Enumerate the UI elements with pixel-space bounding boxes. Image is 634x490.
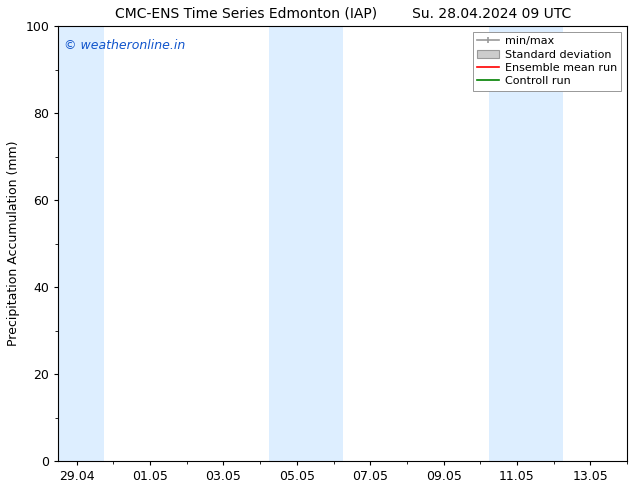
Title: CMC-ENS Time Series Edmonton (IAP)        Su. 28.04.2024 09 UTC: CMC-ENS Time Series Edmonton (IAP) Su. 2… [115, 7, 571, 21]
Y-axis label: Precipitation Accumulation (mm): Precipitation Accumulation (mm) [7, 141, 20, 346]
Bar [58, 26, 104, 461]
Bar [489, 26, 563, 461]
Legend: min/max, Standard deviation, Ensemble mean run, Controll run: min/max, Standard deviation, Ensemble me… [472, 32, 621, 91]
Text: © weatheronline.in: © weatheronline.in [64, 39, 185, 52]
Bar [269, 26, 343, 461]
